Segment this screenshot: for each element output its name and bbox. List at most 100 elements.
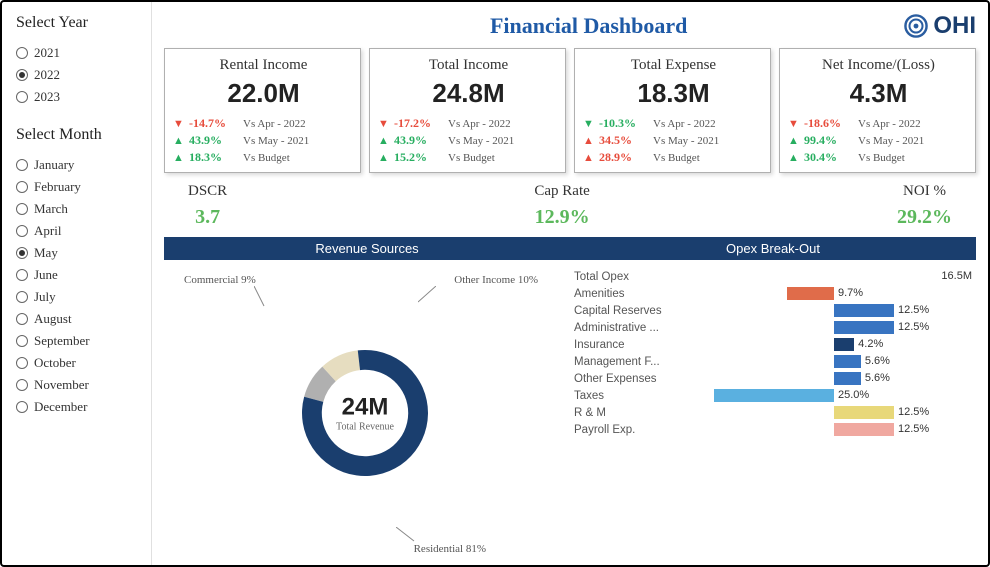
month-radio-group: January FebruaryMarchApril May June JulyAugu… <box>16 154 141 418</box>
opex-total-row: Total Opex 16.5M <box>574 268 976 285</box>
year-option[interactable]: 2021 <box>16 42 141 64</box>
arrow-up-icon: ▲ <box>378 152 388 164</box>
opex-bar <box>834 372 861 385</box>
opex-bar <box>714 389 834 402</box>
arrow-up-icon: ▲ <box>788 135 798 147</box>
radio-icon <box>16 203 28 215</box>
kpi-pct: 15.2% <box>394 150 442 165</box>
opex-row: Insurance4.2% <box>574 336 976 353</box>
kpi-pct: 30.4% <box>804 150 852 165</box>
donut-center: 24M Total Revenue <box>336 393 394 432</box>
arrow-up-icon: ▲ <box>173 135 183 147</box>
month-option[interactable]: July <box>16 286 141 308</box>
kpi-title: Net Income/(Loss) <box>788 57 969 74</box>
month-option[interactable]: March <box>16 198 141 220</box>
opex-bar-area: 12.5% <box>694 304 976 317</box>
year-radio-group: 2021 2022 2023 <box>16 42 141 108</box>
metric: Cap Rate12.9% <box>534 183 589 229</box>
opex-bar <box>834 406 894 419</box>
header: Financial Dashboard OHI <box>164 12 976 40</box>
kpi-pct: -18.6% <box>804 116 852 131</box>
month-label: September <box>34 333 90 349</box>
main-content: Financial Dashboard OHI Rental Income22.… <box>152 2 988 565</box>
arrow-down-icon: ▼ <box>173 118 183 130</box>
year-option[interactable]: 2023 <box>16 86 141 108</box>
opex-row: Management F...5.6% <box>574 353 976 370</box>
sidebar: Select Year 202120222023 Select Month Ja… <box>2 2 152 565</box>
month-option[interactable]: February <box>16 176 141 198</box>
opex-label: Payroll Exp. <box>574 424 694 436</box>
opex-label: Capital Reserves <box>574 305 694 317</box>
month-label: November <box>34 377 89 393</box>
logo-text: OHI <box>933 12 976 40</box>
opex-value: 12.5% <box>898 423 929 435</box>
kpi-comparison-label: Vs May - 2021 <box>448 135 514 147</box>
metric: DSCR 3.7 <box>188 183 227 229</box>
month-option[interactable]: May <box>16 242 141 264</box>
month-option[interactable]: January <box>16 154 141 176</box>
metric-value: 12.9% <box>534 206 589 229</box>
kpi-comparison: ▲30.4%Vs Budget <box>788 149 969 166</box>
month-label: June <box>34 267 58 283</box>
kpi-comparison-label: Vs Apr - 2022 <box>653 118 716 130</box>
kpi-pct: 34.5% <box>599 133 647 148</box>
radio-icon <box>16 379 28 391</box>
month-label: May <box>34 245 58 261</box>
kpi-comparison-label: Vs Budget <box>653 152 700 164</box>
month-label: January <box>34 157 74 173</box>
kpi-title: Total Income <box>378 57 559 74</box>
kpi-card: Rental Income22.0M▼-14.7%Vs Apr - 2022▲4… <box>164 48 361 173</box>
radio-icon <box>16 47 28 59</box>
donut-total-label: Total Revenue <box>336 421 394 432</box>
kpi-comparison-label: Vs Apr - 2022 <box>858 118 921 130</box>
month-option[interactable]: November <box>16 374 141 396</box>
year-option[interactable]: 2022 <box>16 64 141 86</box>
kpi-value: 4.3M <box>788 78 969 109</box>
opex-bar-area: 4.2% <box>694 338 976 351</box>
kpi-pct: 28.9% <box>599 150 647 165</box>
kpi-pct: 43.9% <box>394 133 442 148</box>
donut-label-other: Other Income 10% <box>454 274 538 286</box>
metric-value: 29.2% <box>897 206 952 229</box>
kpi-title: Rental Income <box>173 57 354 74</box>
metric: NOI %29.2% <box>897 183 952 229</box>
month-option[interactable]: August <box>16 308 141 330</box>
metric-value: 3.7 <box>188 206 227 229</box>
opex-bar <box>834 304 894 317</box>
opex-row: R & M12.5% <box>574 404 976 421</box>
kpi-card: Total Income24.8M▼-17.2%Vs Apr - 2022▲43… <box>369 48 566 173</box>
year-label: 2022 <box>34 67 60 83</box>
month-option[interactable]: April <box>16 220 141 242</box>
opex-bar-area: 5.6% <box>694 355 976 368</box>
opex-label: R & M <box>574 407 694 419</box>
opex-section-title: Opex Break-Out <box>570 237 976 260</box>
month-option[interactable]: December <box>16 396 141 418</box>
kpi-pct: -10.3% <box>599 116 647 131</box>
opex-label: Other Expenses <box>574 373 694 385</box>
kpi-pct: 43.9% <box>189 133 237 148</box>
opex-value: 25.0% <box>838 389 869 401</box>
opex-row: Other Expenses 5.6% <box>574 370 976 387</box>
month-option[interactable]: October <box>16 352 141 374</box>
arrow-up-icon: ▲ <box>583 152 593 164</box>
opex-bar <box>834 355 861 368</box>
radio-icon <box>16 225 28 237</box>
arrow-up-icon: ▲ <box>583 135 593 147</box>
opex-row: Capital Reserves12.5% <box>574 302 976 319</box>
leader-line-icon <box>418 286 436 304</box>
metric-label: DSCR <box>188 183 227 200</box>
opex-bar-area: 9.7% <box>694 287 976 300</box>
donut-label-commercial: Commercial 9% <box>184 274 256 286</box>
opex-label: Amenities <box>574 288 694 300</box>
month-option[interactable]: June <box>16 264 141 286</box>
radio-icon <box>16 159 28 171</box>
kpi-comparison: ▼-14.7%Vs Apr - 2022 <box>173 115 354 132</box>
radio-icon <box>16 69 28 81</box>
radio-icon <box>16 269 28 281</box>
month-option[interactable]: September <box>16 330 141 352</box>
opex-value: 5.6% <box>865 372 890 384</box>
opex-label: Administrative ... <box>574 322 694 334</box>
donut-total-value: 24M <box>336 393 394 421</box>
kpi-comparison-label: Vs May - 2021 <box>653 135 719 147</box>
kpi-cards-row: Rental Income22.0M▼-14.7%Vs Apr - 2022▲4… <box>164 48 976 173</box>
